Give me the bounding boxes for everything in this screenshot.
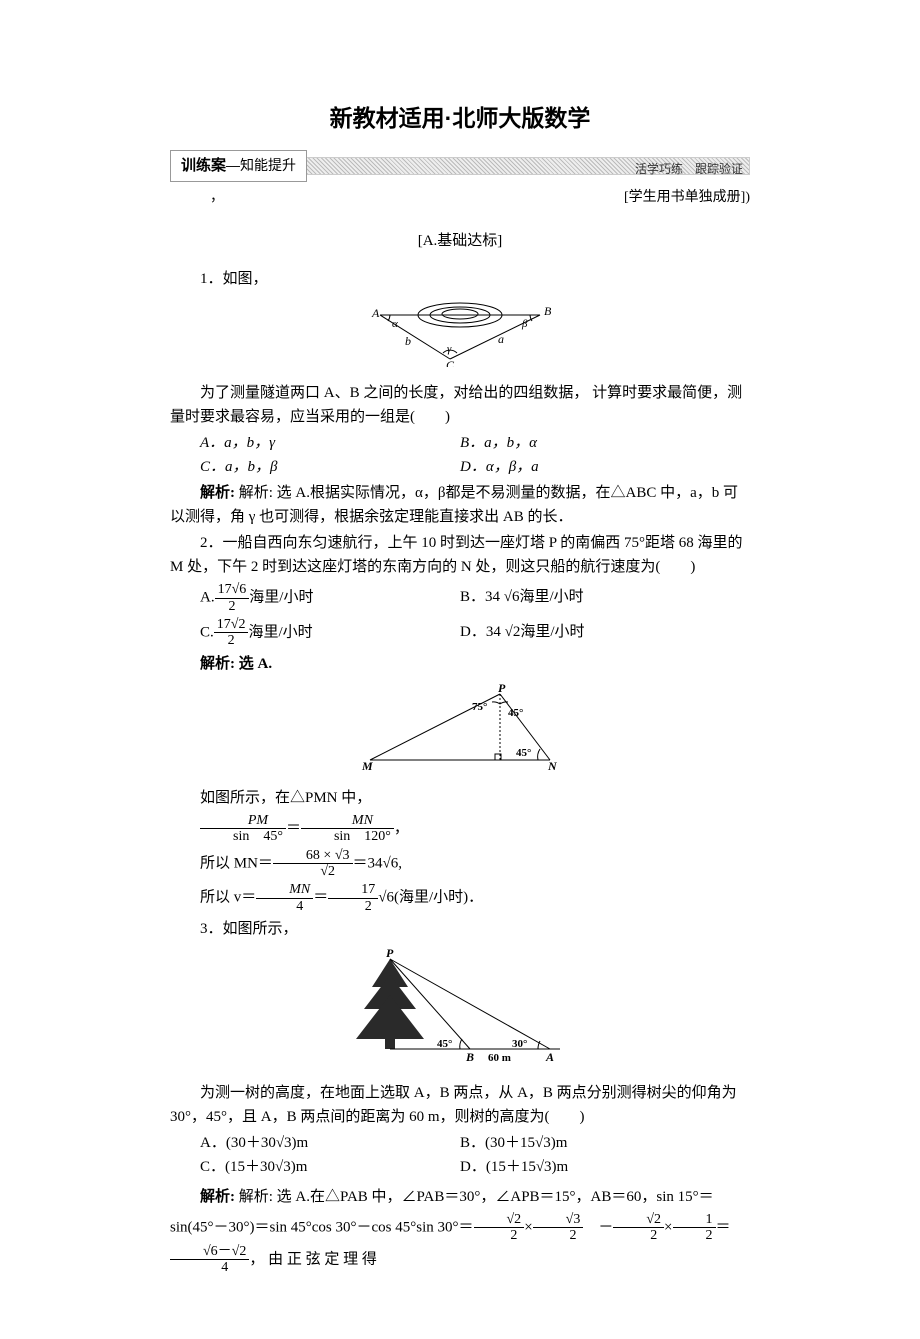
- q1-stem1: 1．如图，: [170, 267, 750, 291]
- q1-stem2: 为了测量隧道两口 A、B 之间的长度，对给出的四组数据， 计算时要求最简便，测量…: [170, 381, 750, 429]
- q2-ang45b: 45°: [516, 747, 531, 759]
- q1-label-B: B: [544, 304, 552, 318]
- tab-label: 训练案: [181, 157, 226, 174]
- q1-solution: 解析: 解析: 选 A.根据实际情况，α，β都是不易测量的数据，在△ABC 中，…: [170, 481, 750, 529]
- q3-label-A: A: [545, 1050, 554, 1064]
- q1-optC: C．a，b，β: [170, 455, 460, 479]
- q3-dist: 60 m: [488, 1052, 511, 1064]
- q2-ang75: 75°: [472, 701, 487, 713]
- q1-label-A: A: [371, 306, 380, 320]
- q1-label-a: a: [498, 332, 504, 346]
- q3-diagram: P 45° 30° B A 60 m: [170, 947, 750, 1075]
- q2-label-P: P: [498, 682, 506, 695]
- q1-label-alpha: α: [392, 318, 398, 330]
- subheader-row: ， [学生用书单独成册]): [170, 187, 750, 209]
- q3-ang45: 45°: [437, 1038, 452, 1050]
- q1-diagram: A B C α β γ b a: [170, 297, 750, 375]
- q1-optA: A．a，b，γ: [170, 431, 460, 455]
- sub-right: [学生用书单独成册]): [624, 187, 750, 209]
- q2-eq1: PMsin 45°＝MNsin 120°，: [170, 813, 750, 845]
- q1-options-row1: A．a，b，γ B．a，b，α: [170, 431, 750, 455]
- q1-options-row2: C．a，b，β D．α，β，a: [170, 455, 750, 479]
- q3-optA: A．(30＋30√3)m: [170, 1131, 460, 1155]
- q1-label-gamma: γ: [447, 343, 452, 355]
- q3-options-row2: C．(15＋30√3)m D．(15＋15√3)m: [170, 1155, 750, 1179]
- q2-optC: C.17√22海里/小时: [170, 617, 460, 649]
- tab-sub: —知能提升: [226, 157, 296, 173]
- q2-options-row1: A.17√62海里/小时 B．34 √6海里/小时: [170, 582, 750, 614]
- q2-sol-pre: 解析: 选 A.: [170, 652, 750, 676]
- q3-stem1: 3．如图所示，: [170, 917, 750, 941]
- main-title: 新教材适用·北师大版数学: [170, 100, 750, 137]
- section-a-label: [A.基础达标]: [170, 229, 750, 253]
- q3-options-row1: A．(30＋30√3)m B．(30＋15√3)m: [170, 1131, 750, 1155]
- q2-diagram: P M N 75° 45° 45°: [170, 682, 750, 780]
- header-bar: 训练案—知能提升 活学巧练 跟踪验证: [170, 151, 750, 181]
- q1-label-C: C: [446, 358, 455, 367]
- q3-optC: C．(15＋30√3)m: [170, 1155, 460, 1179]
- q1-label-b: b: [405, 334, 411, 348]
- q3-label-P: P: [386, 947, 394, 960]
- q2-optA: A.17√62海里/小时: [170, 582, 460, 614]
- sub-left: ，: [210, 187, 224, 209]
- q3-optD: D．(15＋15√3)m: [460, 1155, 750, 1179]
- q3-solution: 解析: 解析: 选 A.在△PAB 中，∠PAB＝30°，∠APB＝15°，AB…: [170, 1182, 750, 1276]
- q1-optD: D．α，β，a: [460, 455, 750, 479]
- q1-label-beta: β: [521, 318, 528, 330]
- q2-label-N: N: [547, 759, 558, 772]
- q1-optB: B．a，b，α: [460, 431, 750, 455]
- q2-ang45a: 45°: [508, 707, 523, 719]
- q3-optB: B．(30＋15√3)m: [460, 1131, 750, 1155]
- q2-optB: B．34 √6海里/小时: [460, 582, 750, 614]
- header-tab: 训练案—知能提升: [170, 150, 307, 182]
- header-stripe: 活学巧练 跟踪验证: [306, 157, 750, 175]
- q3-ang30: 30°: [512, 1038, 527, 1050]
- q2-line3: 所以 MN＝68 × √3√2＝34√6,: [170, 848, 750, 880]
- q2-optD: D．34 √2海里/小时: [460, 617, 750, 649]
- q3-stem2: 为测一树的高度，在地面上选取 A，B 两点，从 A，B 两点分别测得树尖的仰角为…: [170, 1081, 750, 1129]
- q2-label-M: M: [361, 759, 373, 772]
- q2-line4: 所以 v＝MN4＝172√6(海里/小时)．: [170, 882, 750, 914]
- q3-label-B: B: [465, 1050, 474, 1064]
- q2-options-row2: C.17√22海里/小时 D．34 √2海里/小时: [170, 617, 750, 649]
- q2-stem: 2．一船自西向东匀速航行，上午 10 时到达一座灯塔 P 的南偏西 75°距塔 …: [170, 531, 750, 579]
- header-right-text: 活学巧练 跟踪验证: [635, 160, 743, 179]
- q2-line1: 如图所示，在△PMN 中，: [170, 786, 750, 810]
